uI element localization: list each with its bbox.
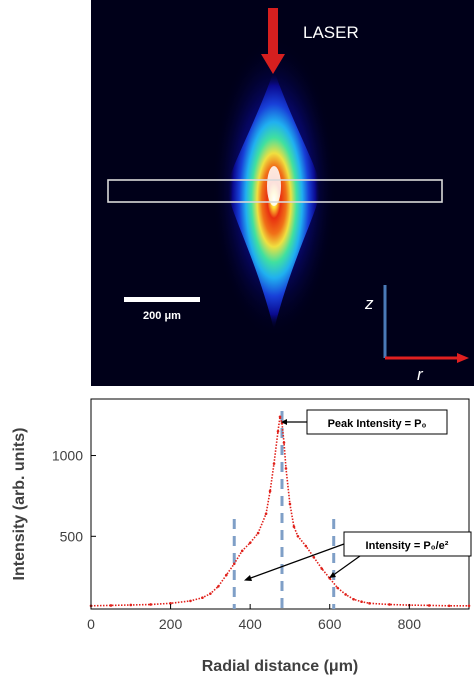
data-point (360, 600, 363, 604)
e2-annotation-arrowhead-right (329, 572, 336, 578)
intensity-series (89, 415, 471, 608)
laser-arrow-head (261, 54, 285, 74)
data-point (169, 602, 172, 605)
data-point (447, 604, 451, 608)
data-point (109, 604, 113, 607)
data-point (268, 489, 272, 493)
data-point (344, 593, 347, 596)
chart-svg: 0 200 400 600 800 500 1000 Radial distance (μ… (11, 398, 472, 675)
x-tick-label: 400 (238, 616, 262, 632)
beam-core (267, 166, 281, 206)
y-tick-label: 500 (60, 528, 84, 544)
peak-annotation-text: Peak Intensity = P₀ (328, 418, 427, 430)
data-point (201, 596, 204, 599)
focal-spot-svg: LASER 200 μm z r (107, 8, 469, 384)
cutoff-lines (232, 411, 336, 609)
data-point (288, 502, 292, 506)
data-point (467, 604, 471, 608)
data-point (352, 598, 355, 601)
focal-spot-image: LASER 200 μm z r (91, 0, 474, 386)
data-point (224, 573, 228, 577)
laser-arrow-shaft (268, 8, 278, 56)
e2-annotation-box (343, 531, 472, 557)
r-axis-label: r (417, 365, 424, 384)
data-point (336, 586, 339, 590)
data-point (320, 567, 324, 570)
data-point (217, 585, 220, 588)
y-tick-label: 1000 (52, 448, 83, 464)
data-point (427, 604, 431, 607)
data-point (264, 512, 268, 515)
data-point (240, 549, 244, 553)
scale-bar-label: 200 μm (143, 310, 181, 322)
data-point (296, 535, 300, 538)
e2-annotation-arrow-left (247, 543, 345, 580)
laser-label: LASER (303, 23, 359, 42)
roi-box (107, 179, 443, 203)
data-point (209, 592, 212, 595)
x-tick-label: 200 (159, 616, 183, 632)
x-axis-ticks: 0 200 400 600 800 (87, 604, 421, 632)
x-tick-label: 0 (87, 616, 95, 632)
data-point (129, 603, 133, 607)
data-point (282, 441, 286, 444)
data-point (272, 462, 276, 465)
data-point (292, 525, 296, 528)
data-point (304, 544, 308, 548)
e2-annotation-text: Intensity = P₀/e² (366, 540, 449, 552)
x-axis-label: Radial distance (μm) (202, 658, 359, 675)
scale-bar (124, 297, 200, 302)
y-axis-ticks: 500 1000 (52, 448, 96, 544)
peak-annotation-box (306, 409, 448, 435)
x-tick-label: 600 (318, 616, 342, 632)
e2-annotation-arrow-right (331, 555, 361, 577)
peak-annotation-arrowhead (281, 419, 287, 425)
data-point (256, 531, 260, 535)
r-axis-arrow (457, 353, 469, 363)
data-point (278, 415, 282, 419)
data-point (189, 599, 192, 603)
e2-annotation-arrowhead-left (244, 575, 252, 581)
data-point (276, 430, 280, 433)
data-point (149, 603, 152, 606)
data-point (248, 541, 252, 545)
intensity-profile-chart: 0 200 400 600 800 500 1000 Radial distance (μ… (0, 392, 474, 681)
data-point (284, 467, 288, 470)
x-tick-label: 800 (398, 616, 422, 632)
data-point (232, 562, 236, 566)
data-point (368, 602, 371, 605)
y-axis-label: Intensity (arb. units) (11, 428, 28, 581)
data-point (312, 556, 316, 559)
z-axis-label: z (364, 294, 374, 313)
data-point (388, 603, 391, 606)
